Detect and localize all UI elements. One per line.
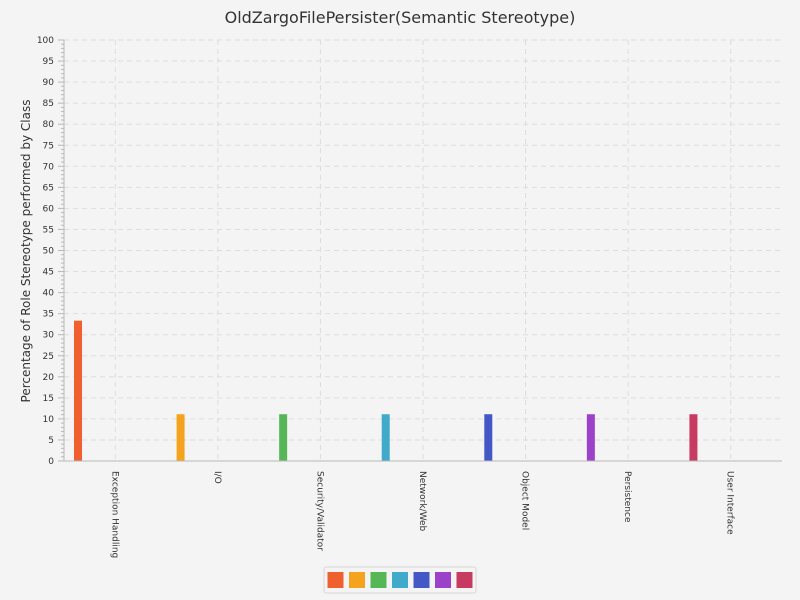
y-tick-label: 95 <box>43 57 54 67</box>
y-tick-label: 75 <box>43 141 54 151</box>
y-tick-label: 65 <box>43 183 54 193</box>
legend-swatch <box>327 572 344 588</box>
y-tick-label: 60 <box>43 204 55 214</box>
y-tick-label: 45 <box>43 268 54 278</box>
legend-swatch <box>456 572 473 588</box>
y-tick-label: 35 <box>43 310 54 320</box>
y-tick-label: 5 <box>48 436 54 446</box>
y-tick-label: 90 <box>43 78 55 88</box>
y-axis-label: Percentage of Role Stereotype performed … <box>19 100 33 403</box>
bar-3 <box>279 414 288 461</box>
bar-2 <box>176 414 185 461</box>
legend-swatch <box>392 572 408 588</box>
x-tick-label: Persistence <box>622 471 632 523</box>
y-tick-label: 20 <box>43 373 55 383</box>
x-tick-label: I/O <box>212 471 222 484</box>
bar-5 <box>484 414 493 461</box>
y-tick-label: 0 <box>48 457 54 467</box>
legend-swatch <box>370 572 387 588</box>
y-tick-label: 85 <box>43 99 54 109</box>
legend <box>323 566 477 594</box>
y-tick-label: 100 <box>37 36 54 46</box>
bar-4 <box>381 414 390 461</box>
y-tick-label: 15 <box>43 394 54 404</box>
bars <box>74 320 698 461</box>
x-tick-label: Object Model <box>520 471 530 530</box>
y-minor-ticks <box>58 39 64 462</box>
axes <box>63 40 782 462</box>
chart-title: OldZargoFilePersister(Semantic Stereotyp… <box>225 8 576 27</box>
y-tick-label: 10 <box>43 415 55 425</box>
y-tick-label: 50 <box>43 247 55 257</box>
y-tick-label: 80 <box>43 120 55 130</box>
x-tick-label: Network/Web <box>417 471 427 532</box>
x-tick-labels: Exception Handling I/O Security/Validator N… <box>109 471 734 558</box>
x-tick-label: Exception Handling <box>109 471 119 558</box>
y-tick-label: 70 <box>43 162 55 172</box>
bar-6 <box>586 414 595 461</box>
y-tick-label: 30 <box>43 331 55 341</box>
x-tick-label: User Interface <box>725 471 735 535</box>
legend-swatch <box>413 572 430 588</box>
bar-7 <box>689 414 698 461</box>
y-tick-label: 25 <box>43 352 54 362</box>
legend-swatch <box>435 572 451 588</box>
y-tick-label: 40 <box>43 289 55 299</box>
legend-swatch <box>349 572 365 588</box>
y-tick-label: 55 <box>43 225 54 235</box>
y-tick-labels: 0 5 10 15 20 25 30 35 40 45 50 55 60 65 70 75 80 85 90 95 10… <box>37 36 54 467</box>
bar-1 <box>74 320 82 461</box>
x-tick-label: Security/Validator <box>314 471 324 551</box>
grid <box>64 39 782 461</box>
